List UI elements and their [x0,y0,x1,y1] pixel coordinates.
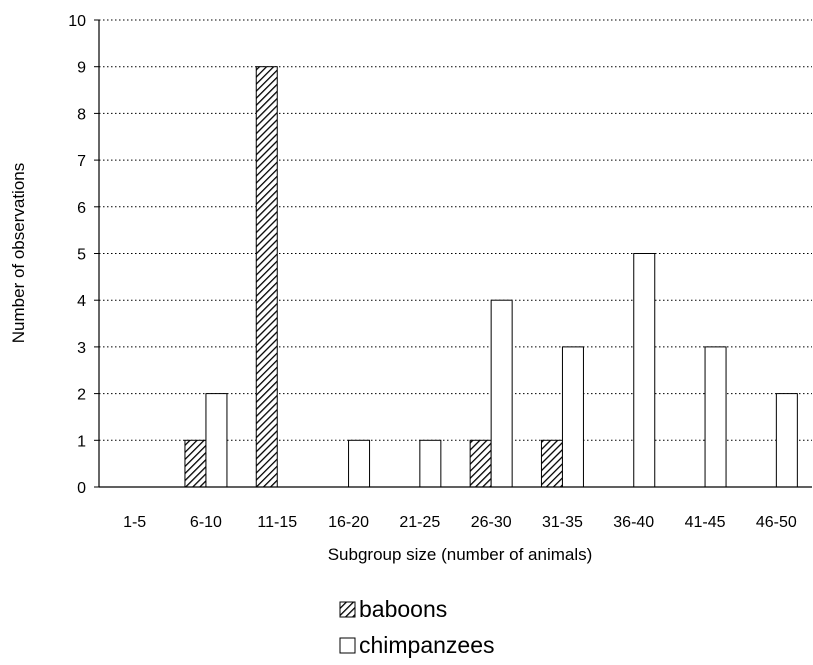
bars [184,66,798,488]
bar-baboons-6-10 [184,439,207,488]
bar-baboons-31-35 [540,439,563,488]
legend-label-baboons: baboons [359,596,447,622]
bar-chimpanzees-41-45 [704,346,727,488]
bar-chimpanzees-16-20 [348,439,371,488]
x-tick-label: 16-20 [328,514,369,531]
y-tick-label: 2 [77,387,86,404]
x-tick-label: 6-10 [190,514,222,531]
y-tick-label: 1 [77,433,86,450]
y-tick-labels: 0 1 2 3 4 5 6 7 8 9 10 [68,13,86,497]
y-tick-label: 0 [77,480,86,497]
x-tick-label: 31-35 [542,514,583,531]
bar-chimpanzees-46-50 [775,393,798,488]
x-tick-label: 26-30 [471,514,512,531]
x-tick-label: 41-45 [685,514,726,531]
x-tick-label: 36-40 [613,514,654,531]
x-tick-label: 1-5 [123,514,146,531]
bar-chimpanzees-21-25 [419,439,442,488]
y-tick-label: 3 [77,340,86,357]
x-tick-label: 21-25 [399,514,440,531]
bar-chimpanzees-6-10 [205,393,228,488]
bar-baboons-11-15 [255,66,278,488]
y-tick-label: 5 [77,247,86,264]
legend-label-chimpanzees: chimpanzees [359,632,495,658]
bar-chimpanzees-26-30 [490,299,513,488]
legend-swatch-baboons [339,601,356,618]
bar-baboons-26-30 [469,439,492,488]
y-tick-label: 8 [77,106,86,123]
y-tick-label: 7 [77,153,86,170]
x-axis-label: Subgroup size (number of animals) [328,545,593,564]
y-tick-label: 10 [68,13,86,30]
x-tick-labels: 1-5 6-10 11-15 16-20 21-25 26-30 31-35 36-40 41-… [123,514,797,531]
legend-swatch-chimpanzees [339,637,356,654]
bar-chimpanzees-36-40 [633,253,656,488]
axes [94,19,812,488]
bar-chimpanzees-31-35 [561,346,584,488]
x-tick-label: 46-50 [756,514,797,531]
legend: baboons chimpanzees [339,596,495,658]
gridlines [99,19,812,441]
y-tick-label: 9 [77,60,86,77]
y-tick-label: 4 [77,293,86,310]
x-tick-label: 11-15 [257,514,297,531]
y-tick-label: 6 [77,200,86,217]
y-axis-label: Number of observations [9,163,28,343]
